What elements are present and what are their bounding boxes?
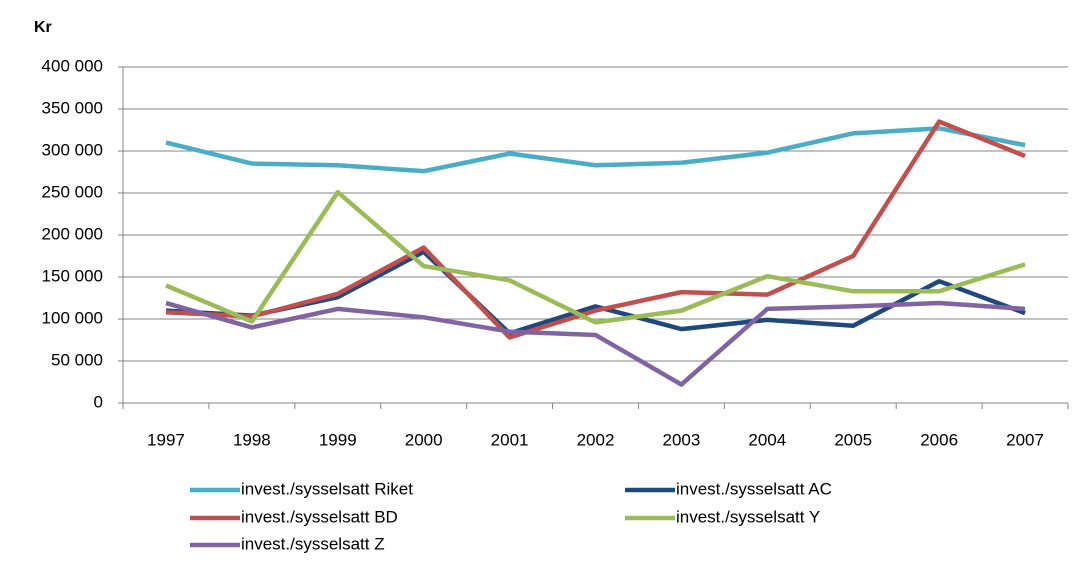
x-tick-label: 1998 xyxy=(233,430,271,449)
y-tick-label: 100 000 xyxy=(42,308,103,327)
legend-label: invest./sysselsatt Z xyxy=(241,534,385,553)
x-tick-label: 2005 xyxy=(834,430,872,449)
series-line xyxy=(165,126,1026,174)
x-tick-label: 2000 xyxy=(405,430,443,449)
x-tick-label: 2002 xyxy=(577,430,615,449)
y-tick-label: 350 000 xyxy=(42,98,103,117)
x-tick-label: 2003 xyxy=(662,430,700,449)
y-tick-label: 0 xyxy=(94,392,103,411)
x-tick-label: 1999 xyxy=(319,430,357,449)
y-tick-label: 200 000 xyxy=(42,224,103,243)
legend-label: invest./sysselsatt BD xyxy=(241,507,398,526)
series-line xyxy=(165,119,1026,340)
legend-label: invest./sysselsatt Y xyxy=(676,507,820,526)
y-tick-label: 150 000 xyxy=(42,266,103,285)
y-tick-label: 400 000 xyxy=(42,56,103,75)
y-tick-label: 250 000 xyxy=(42,182,103,201)
x-tick-label: 2006 xyxy=(920,430,958,449)
series-line xyxy=(165,300,1026,387)
x-tick-label: 2001 xyxy=(491,430,529,449)
x-tick-label: 2004 xyxy=(748,430,786,449)
y-axis-title: Kr xyxy=(34,19,52,36)
x-tick-label: 1997 xyxy=(147,430,185,449)
legend-label: invest./sysselsatt AC xyxy=(676,479,832,498)
legend-label: invest./sysselsatt Riket xyxy=(241,479,413,498)
y-tick-label: 50 000 xyxy=(51,350,103,369)
series-line xyxy=(165,189,1026,325)
x-tick-label: 2007 xyxy=(1006,430,1044,449)
y-tick-label: 300 000 xyxy=(42,140,103,159)
